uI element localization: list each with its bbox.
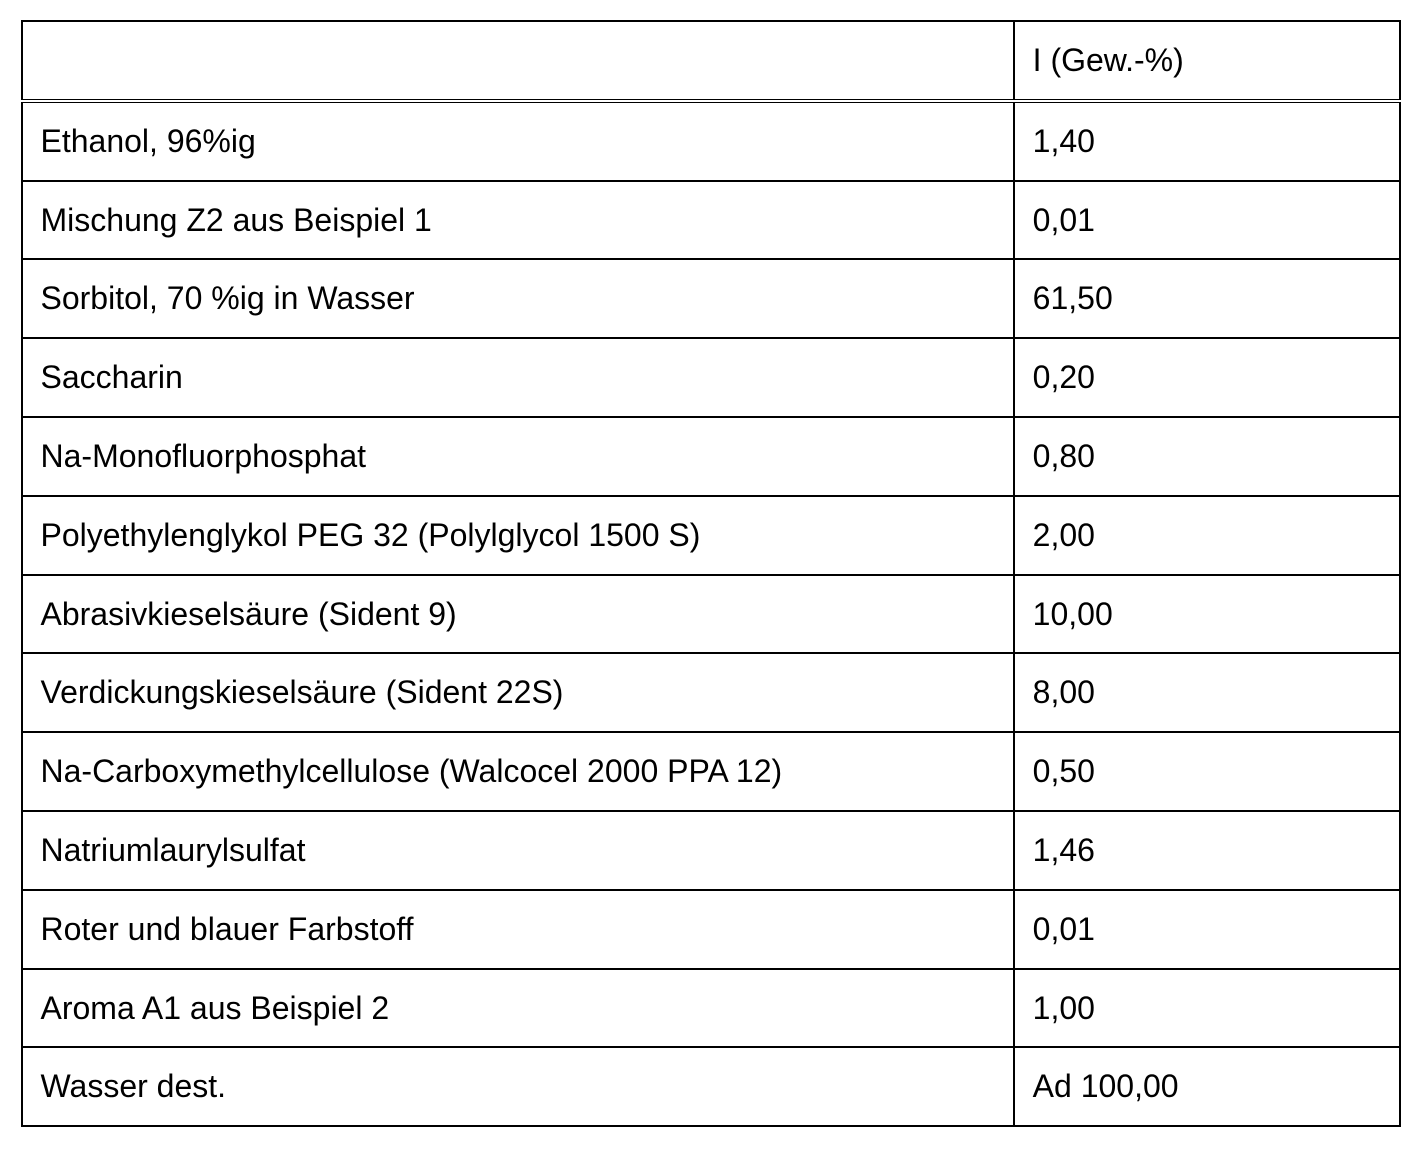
table-row: Polyethylenglykol PEG 32 (Polylglycol 15… — [22, 496, 1400, 575]
table-row: Na-Monofluorphosphat 0,80 — [22, 417, 1400, 496]
table-cell-value: 8,00 — [1014, 653, 1400, 732]
table-cell-label: Na-Carboxymethylcellulose (Walcocel 2000… — [22, 732, 1014, 811]
table-row: Ethanol, 96%ig 1,40 — [22, 101, 1400, 181]
table-cell-value: 1,00 — [1014, 969, 1400, 1048]
table-cell-label: Saccharin — [22, 338, 1014, 417]
table-cell-label: Ethanol, 96%ig — [22, 101, 1014, 181]
table-cell-value: Ad 100,00 — [1014, 1047, 1400, 1126]
table-row: Na-Carboxymethylcellulose (Walcocel 2000… — [22, 732, 1400, 811]
table-cell-value: 1,40 — [1014, 101, 1400, 181]
table-cell-value: 0,20 — [1014, 338, 1400, 417]
table-cell-label: Wasser dest. — [22, 1047, 1014, 1126]
table-cell-value: 2,00 — [1014, 496, 1400, 575]
table-row: Aroma A1 aus Beispiel 2 1,00 — [22, 969, 1400, 1048]
composition-table: I (Gew.-%) Ethanol, 96%ig 1,40 Mischung … — [21, 20, 1401, 1127]
table-row: Natriumlaurylsulfat 1,46 — [22, 811, 1400, 890]
table-cell-value: 0,50 — [1014, 732, 1400, 811]
composition-table-wrapper: I (Gew.-%) Ethanol, 96%ig 1,40 Mischung … — [21, 20, 1401, 1127]
table-row: Abrasivkieselsäure (Sident 9) 10,00 — [22, 575, 1400, 654]
table-cell-label: Na-Monofluorphosphat — [22, 417, 1014, 496]
table-row: Sorbitol, 70 %ig in Wasser 61,50 — [22, 259, 1400, 338]
table-cell-value: 0,80 — [1014, 417, 1400, 496]
table-row: Wasser dest. Ad 100,00 — [22, 1047, 1400, 1126]
table-row: Roter und blauer Farbstoff 0,01 — [22, 890, 1400, 969]
table-cell-label: Mischung Z2 aus Beispiel 1 — [22, 181, 1014, 260]
table-cell-value: 61,50 — [1014, 259, 1400, 338]
table-cell-label: Sorbitol, 70 %ig in Wasser — [22, 259, 1014, 338]
table-header-row: I (Gew.-%) — [22, 21, 1400, 101]
table-cell-value: 1,46 — [1014, 811, 1400, 890]
table-row: Verdickungskieselsäure (Sident 22S) 8,00 — [22, 653, 1400, 732]
table-cell-value: 0,01 — [1014, 890, 1400, 969]
table-cell-label: Aroma A1 aus Beispiel 2 — [22, 969, 1014, 1048]
table-cell-label: Polyethylenglykol PEG 32 (Polylglycol 15… — [22, 496, 1014, 575]
table-row: Saccharin 0,20 — [22, 338, 1400, 417]
table-cell-value: 10,00 — [1014, 575, 1400, 654]
table-cell-value: 0,01 — [1014, 181, 1400, 260]
table-row: Mischung Z2 aus Beispiel 1 0,01 — [22, 181, 1400, 260]
table-cell-label: Abrasivkieselsäure (Sident 9) — [22, 575, 1014, 654]
table-cell-label: Verdickungskieselsäure (Sident 22S) — [22, 653, 1014, 732]
table-body: Ethanol, 96%ig 1,40 Mischung Z2 aus Beis… — [22, 101, 1400, 1126]
table-header-value: I (Gew.-%) — [1014, 21, 1400, 101]
table-cell-label: Roter und blauer Farbstoff — [22, 890, 1014, 969]
table-cell-label: Natriumlaurylsulfat — [22, 811, 1014, 890]
table-header-empty — [22, 21, 1014, 101]
